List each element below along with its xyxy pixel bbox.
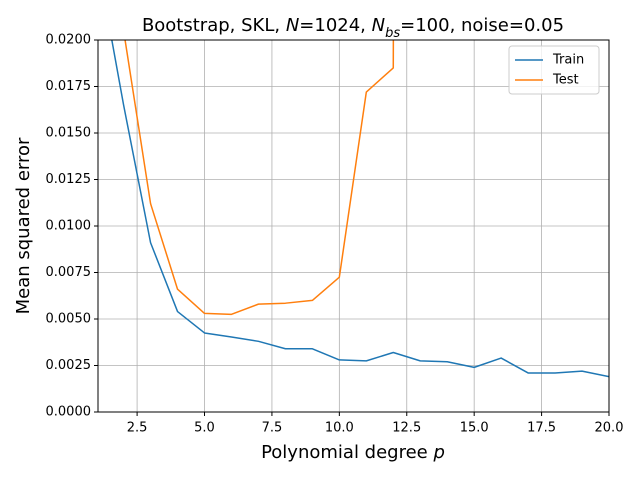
title-part: =100, noise=0.05 [400, 15, 564, 36]
x-tick-label: 7.5 [262, 421, 283, 436]
x-tick-label: 15.0 [460, 421, 489, 436]
title-part: Bootstrap, SKL, [142, 15, 286, 36]
x-tick-label: 17.5 [527, 421, 556, 436]
y-tick-label: 0.0125 [46, 172, 92, 187]
title-part: =1024, [299, 15, 371, 36]
title-part: bs [385, 26, 400, 41]
y-tick-label: 0.0050 [46, 312, 92, 327]
chart-title: Bootstrap, SKL, N=1024, Nbs=100, noise=0… [142, 15, 564, 41]
x-label-part: p [432, 442, 444, 463]
y-tick-label: 0.0200 [46, 33, 92, 48]
y-tick-label: 0.0175 [46, 79, 92, 94]
title-part: N [286, 15, 299, 36]
title-part: N [372, 15, 385, 36]
x-tick-label: 20.0 [595, 421, 624, 436]
x-axis-label: Polynomial degree p [261, 442, 445, 463]
legend-label: Test [552, 73, 579, 88]
y-axis-label: Mean squared error [13, 137, 34, 314]
y-tick-label: 0.0075 [46, 265, 92, 280]
series-line [124, 40, 395, 316]
x-tick-label: 12.5 [392, 421, 421, 436]
x-tick-label: 2.5 [127, 421, 148, 436]
series-line [111, 40, 609, 378]
y-tick-label: 0.0150 [46, 126, 92, 141]
y-tick-label: 0.0025 [46, 358, 92, 373]
y-tick-label: 0.0100 [46, 219, 92, 234]
legend-box [508, 45, 600, 95]
legend-label: Train [552, 53, 584, 68]
y-tick-label: 0.0000 [46, 405, 92, 420]
x-tick-label: 10.0 [325, 421, 354, 436]
x-label-part: Polynomial degree [261, 442, 433, 463]
x-tick-label: 5.0 [194, 421, 215, 436]
